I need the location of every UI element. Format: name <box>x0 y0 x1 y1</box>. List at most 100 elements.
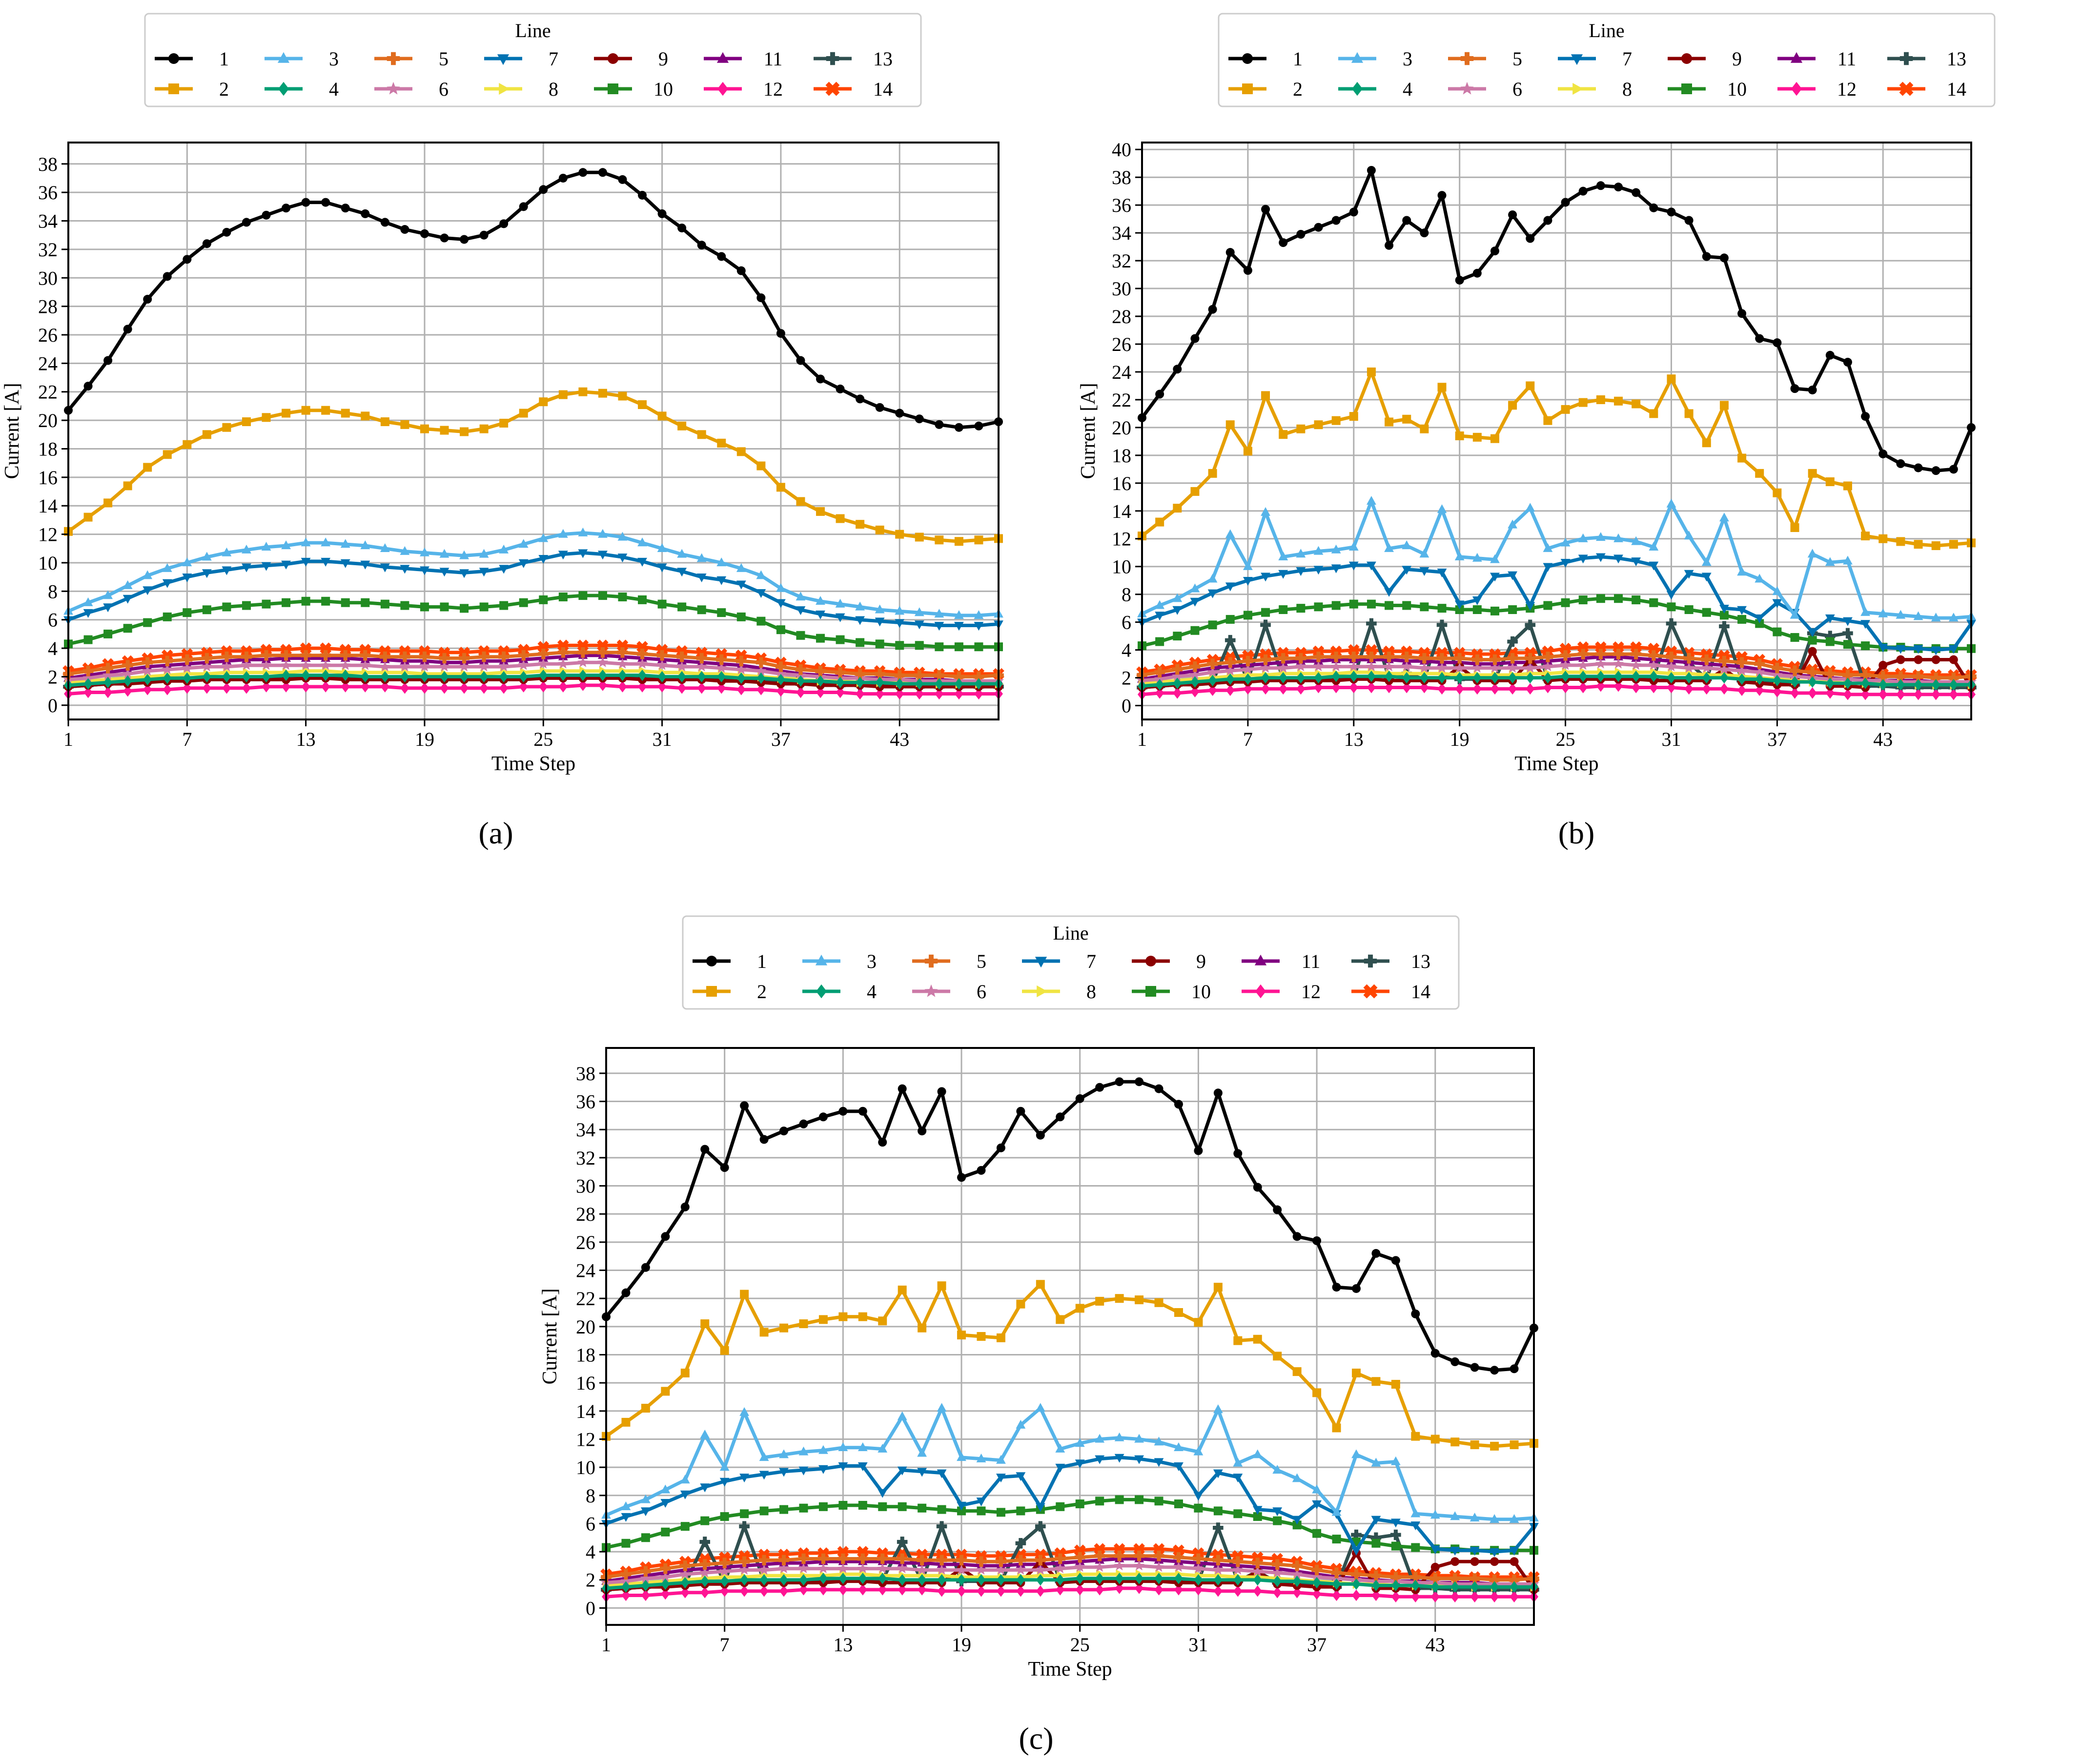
data-point <box>1773 627 1782 636</box>
panel-label-c: (c) <box>1019 1721 1054 1756</box>
data-point <box>1542 652 1553 662</box>
series-2 <box>64 387 1003 546</box>
data-point <box>1331 671 1341 682</box>
data-point <box>1314 420 1323 430</box>
data-point <box>956 1555 967 1566</box>
data-point <box>242 563 251 573</box>
data-point <box>1490 554 1500 563</box>
data-point <box>1233 1149 1243 1158</box>
axis-ticks: 1 7 13 19 25 31 37 4302468101214161820222426283… <box>38 153 909 750</box>
data-point <box>936 1521 947 1532</box>
data-point <box>1667 681 1676 694</box>
data-point <box>1207 666 1218 677</box>
data-point <box>1843 481 1852 491</box>
data-point <box>1331 564 1341 574</box>
data-point <box>341 669 350 681</box>
data-point <box>499 565 509 574</box>
series-line-3 <box>67 531 999 617</box>
data-point <box>1383 645 1395 657</box>
data-point <box>280 659 292 670</box>
data-point <box>1613 554 1623 564</box>
data-point <box>720 1163 729 1172</box>
data-point <box>699 1553 711 1565</box>
data-point <box>1860 620 1871 629</box>
data-point <box>122 668 133 679</box>
legend-marker <box>706 956 717 966</box>
data-point <box>1526 683 1535 695</box>
data-point <box>1371 1457 1381 1467</box>
data-point <box>1194 1574 1203 1586</box>
data-point <box>1385 601 1394 610</box>
data-point <box>1173 504 1182 513</box>
data-point <box>719 1558 730 1568</box>
data-point <box>123 325 132 334</box>
data-point <box>1213 1404 1223 1414</box>
y-tick-label: 30 <box>576 1175 595 1197</box>
data-point <box>934 609 944 618</box>
series-14 <box>1136 641 1977 681</box>
data-point <box>1314 672 1323 684</box>
data-point <box>1385 671 1394 682</box>
data-point <box>895 409 904 418</box>
plot-frame <box>67 142 1000 720</box>
data-point <box>1095 1434 1105 1443</box>
data-point <box>756 461 766 471</box>
data-point <box>856 394 865 404</box>
data-point <box>478 661 490 672</box>
data-point <box>937 1281 946 1291</box>
legend-item-7: 7 <box>1022 950 1096 972</box>
data-point <box>1578 186 1588 196</box>
data-point <box>1684 216 1694 225</box>
data-point <box>1133 1560 1145 1571</box>
x-tick-label: 37 <box>1767 728 1787 750</box>
data-point <box>1510 1440 1519 1449</box>
data-point <box>598 389 607 398</box>
data-point <box>459 569 469 578</box>
data-point <box>897 1562 908 1574</box>
data-point <box>759 1328 769 1337</box>
data-point <box>977 1506 986 1516</box>
data-point <box>1314 602 1323 612</box>
data-point <box>262 413 271 422</box>
series-7 <box>601 1454 1539 1557</box>
series-line-6 <box>606 1564 1534 1586</box>
data-point <box>1261 573 1270 582</box>
data-point <box>740 1585 749 1597</box>
data-point <box>1666 652 1677 662</box>
data-point <box>1243 611 1252 620</box>
legend-item-14: 14 <box>814 78 893 100</box>
data-point <box>1233 1574 1243 1586</box>
series-line-7 <box>67 551 999 627</box>
data-point <box>661 1232 670 1241</box>
data-point <box>380 681 389 693</box>
data-point <box>776 685 785 697</box>
data-point <box>877 1553 888 1564</box>
data-point <box>1808 687 1817 699</box>
data-point <box>1665 645 1677 657</box>
data-point <box>1843 555 1853 565</box>
data-point <box>102 663 113 674</box>
data-point <box>1560 650 1571 661</box>
legend-marker <box>1145 956 1156 966</box>
data-point <box>1233 1474 1243 1483</box>
data-point <box>1578 671 1588 682</box>
y-tick-label: 12 <box>1112 528 1131 550</box>
data-point <box>641 1533 650 1542</box>
data-point <box>1371 1516 1381 1525</box>
data-point <box>479 230 489 240</box>
y-tick-label: 2 <box>586 1569 595 1591</box>
data-point <box>1035 1403 1045 1412</box>
data-point <box>478 651 490 662</box>
data-point <box>1135 1573 1144 1584</box>
data-point <box>1384 543 1394 552</box>
data-point <box>1312 1577 1322 1589</box>
data-point <box>1543 672 1552 684</box>
data-point <box>1737 673 1747 685</box>
series-3 <box>601 1403 1539 1523</box>
data-point <box>420 671 429 683</box>
data-point <box>898 1584 907 1596</box>
data-point <box>1436 662 1448 673</box>
data-point <box>756 570 766 579</box>
data-point <box>1524 647 1536 659</box>
